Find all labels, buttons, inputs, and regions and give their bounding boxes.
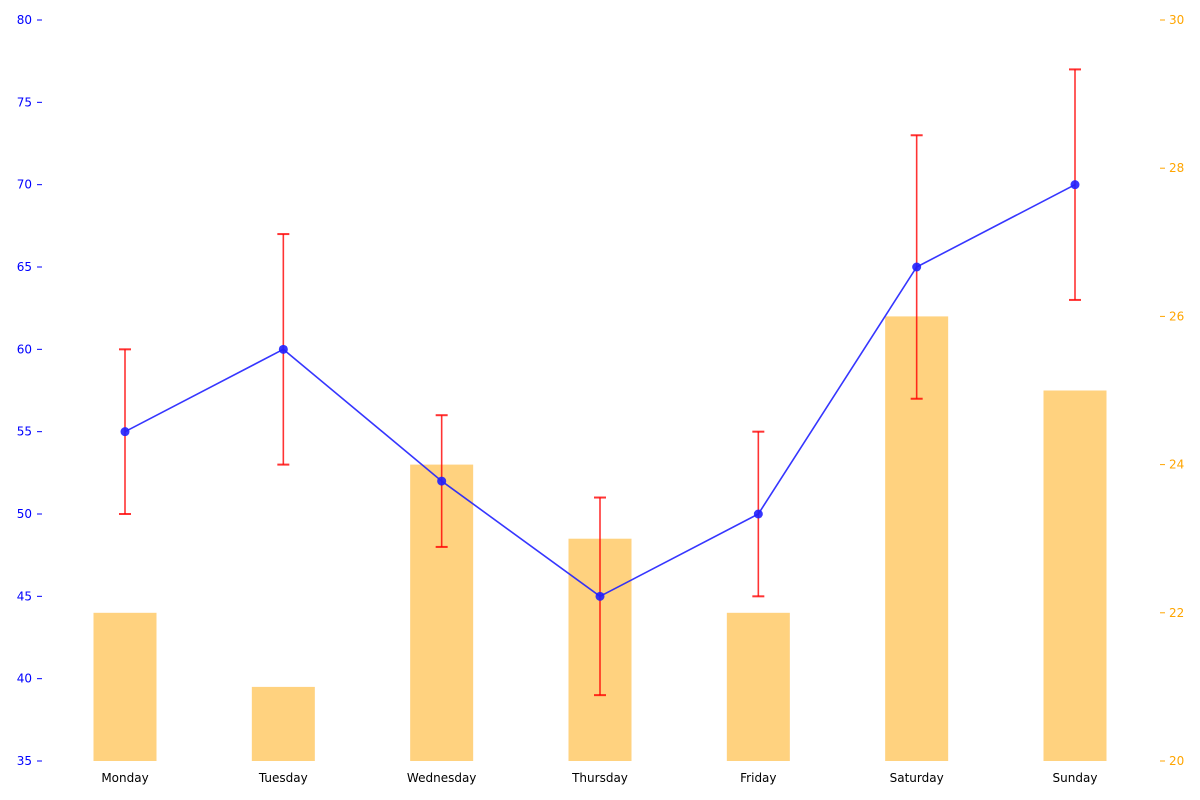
x-tick-label: Tuesday	[258, 771, 308, 785]
x-tick-label: Saturday	[890, 771, 944, 785]
bar-friday	[726, 612, 790, 761]
left-tick-label: 65	[17, 260, 32, 274]
bar-tuesday	[251, 686, 315, 761]
right-tick-label: 24	[1169, 458, 1184, 472]
x-tick-label: Wednesday	[407, 771, 476, 785]
bar-monday	[93, 612, 157, 761]
left-tick-label: 80	[17, 13, 32, 27]
point-monday	[120, 427, 130, 437]
point-tuesday	[278, 344, 288, 354]
left-tick-label: 40	[17, 672, 32, 686]
left-y-axis: 35 40 45 50 55 60 65 70 75 80	[17, 13, 42, 768]
point-friday	[753, 509, 763, 519]
x-tick-label: Sunday	[1053, 771, 1098, 785]
point-thursday	[595, 591, 605, 601]
x-tick-label: Friday	[740, 771, 776, 785]
right-tick-label: 30	[1169, 13, 1184, 27]
left-tick-label: 45	[17, 589, 32, 603]
bar-sunday	[1043, 390, 1107, 761]
left-tick-label: 75	[17, 95, 32, 109]
right-tick-label: 26	[1169, 309, 1184, 323]
point-saturday	[912, 262, 922, 272]
left-tick-label: 50	[17, 507, 32, 521]
right-tick-label: 22	[1169, 606, 1184, 620]
left-tick-label: 55	[17, 425, 32, 439]
x-tick-label: Monday	[101, 771, 148, 785]
point-wednesday	[437, 476, 447, 486]
left-tick-label: 60	[17, 342, 32, 356]
line-points	[120, 180, 1080, 601]
left-tick-label: 70	[17, 178, 32, 192]
left-tick-label: 35	[17, 754, 32, 768]
point-sunday	[1070, 180, 1080, 190]
x-tick-label: Thursday	[571, 771, 628, 785]
x-axis: Monday Tuesday Wednesday Thursday Friday Satu…	[101, 771, 1097, 785]
right-tick-label: 20	[1169, 754, 1184, 768]
right-y-axis: 20 22 24 26 28 30	[1160, 13, 1184, 768]
right-tick-label: 28	[1169, 161, 1184, 175]
